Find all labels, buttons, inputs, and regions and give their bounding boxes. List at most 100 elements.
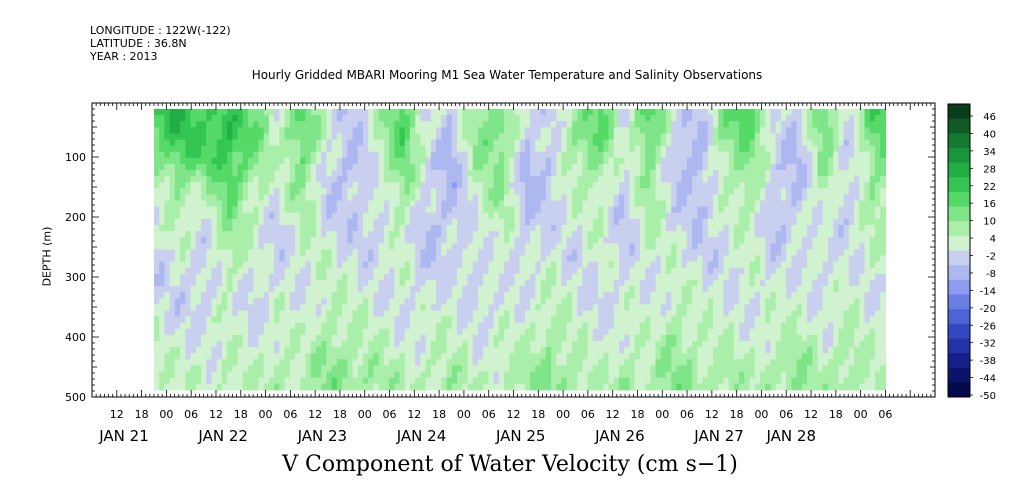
heatmap-cell [681,206,688,214]
heatmap-cell [289,127,296,135]
heatmap-cell [603,157,610,165]
heatmap-cell [509,298,516,305]
heatmap-cell [258,206,265,214]
heatmap-cell [571,273,578,281]
heatmap-cell [462,255,469,263]
heatmap-cell [342,286,348,293]
heatmap-cell [838,212,845,220]
heatmap-cell [812,115,819,122]
heatmap-cell [504,298,510,305]
heatmap-cell [180,206,186,214]
heatmap-cell [300,127,307,135]
heatmap-cell [524,121,531,128]
heatmap-cell [221,139,228,147]
heatmap-cell [760,298,766,305]
heatmap-cell [378,286,385,293]
heatmap-cell [383,243,390,250]
heatmap-cell [807,163,813,171]
heatmap-cell [242,212,249,220]
heatmap-cell [221,267,228,275]
heatmap-cell [577,273,583,281]
heatmap-cell [441,127,448,135]
heatmap-cell [462,139,469,147]
heatmap-cell [598,255,604,263]
heatmap-cell [483,298,489,305]
heatmap-cell [263,322,270,330]
heatmap-cell [362,194,369,202]
heatmap-cell [592,157,599,165]
heatmap-cell [629,237,636,244]
heatmap-cell [483,255,489,263]
heatmap-cell [556,261,563,269]
heatmap-cell [310,151,317,159]
heatmap-cell [713,200,719,208]
heatmap-cell [519,243,526,250]
heatmap-cell [645,109,651,116]
heatmap-cell [618,261,625,269]
heatmap-cell [681,243,688,250]
heatmap-cell [174,273,181,281]
heatmap-cell [498,194,505,202]
heatmap-cell [676,304,683,312]
heatmap-cell [629,212,636,220]
heatmap-cell [812,139,819,147]
heatmap-cell [498,224,505,232]
heatmap-cell [655,218,662,226]
heatmap-cell [409,310,416,318]
heatmap-cell [545,121,552,128]
heatmap-cell [676,255,683,263]
heatmap-cell [347,286,354,293]
heatmap-cell [368,115,375,122]
heatmap-cell [389,151,395,159]
heatmap-cell [848,273,855,281]
heatmap-cell [624,292,631,299]
heatmap-cell [326,243,333,250]
heatmap-cell [206,121,213,128]
heatmap-cell [524,182,531,189]
heatmap-cell [399,170,406,177]
heatmap-cell [686,176,693,183]
heatmap-cell [190,304,197,312]
heatmap-cell [383,145,390,153]
heatmap-cell [227,279,233,287]
heatmap-cell [493,231,500,238]
heatmap-cell [373,286,380,293]
heatmap-cell [838,292,845,299]
heatmap-cell [164,279,171,287]
heatmap-cell [221,170,228,177]
heatmap-cell [483,133,489,141]
heatmap-cell [686,133,693,141]
heatmap-cell [739,188,745,196]
heatmap-cell [504,145,510,153]
heatmap-cell [159,163,166,171]
heatmap-cell [624,121,631,128]
heatmap-cell [770,188,777,196]
heatmap-cell [702,298,709,305]
heatmap-cell [535,194,542,202]
heatmap-cell [420,170,427,177]
heatmap-cell [613,218,620,226]
heatmap-cell [331,310,338,318]
heatmap-cell [498,304,505,312]
heatmap-cell [164,109,171,116]
heatmap-cell [488,231,495,238]
heatmap-cell [174,212,181,220]
heatmap-cell [561,188,568,196]
heatmap-cell [242,200,249,208]
heatmap-cell [153,133,160,141]
heatmap-cell [415,255,422,263]
heatmap-cell [587,139,594,147]
heatmap-cell [791,170,798,177]
heatmap-cell [786,304,792,312]
heatmap-cell [608,255,615,263]
heatmap-cell [206,298,213,305]
heatmap-cell [498,218,505,226]
heatmap-cell [665,310,672,318]
heatmap-cell [195,279,202,287]
heatmap-cell [780,133,787,141]
heatmap-cell [838,139,845,147]
heatmap-cell [827,170,834,177]
heatmap-cell [399,133,406,141]
heatmap-cell [498,127,505,135]
heatmap-cell [174,170,181,177]
